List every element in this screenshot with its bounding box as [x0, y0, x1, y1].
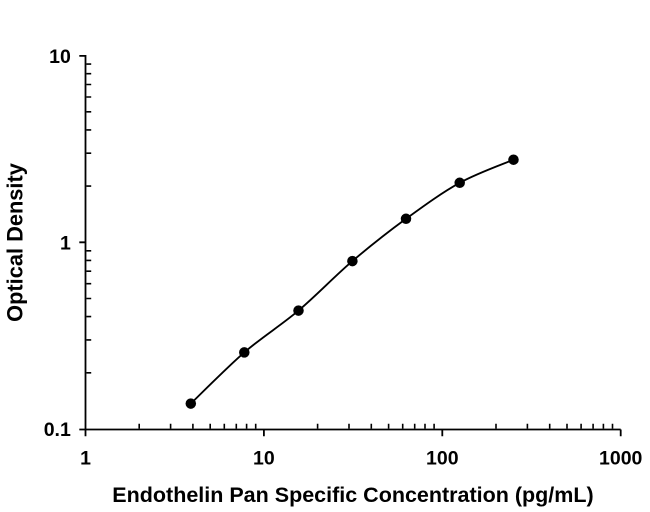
- svg-text:1000: 1000: [599, 447, 643, 469]
- svg-text:0.1: 0.1: [44, 419, 71, 441]
- svg-text:Optical Density: Optical Density: [2, 163, 27, 322]
- svg-text:10: 10: [253, 447, 275, 469]
- svg-text:1: 1: [60, 232, 71, 254]
- svg-text:10: 10: [49, 46, 71, 68]
- svg-text:1: 1: [80, 447, 91, 469]
- svg-text:Endothelin Pan Specific Concen: Endothelin Pan Specific Concentration (p…: [112, 483, 593, 507]
- svg-text:100: 100: [426, 447, 459, 469]
